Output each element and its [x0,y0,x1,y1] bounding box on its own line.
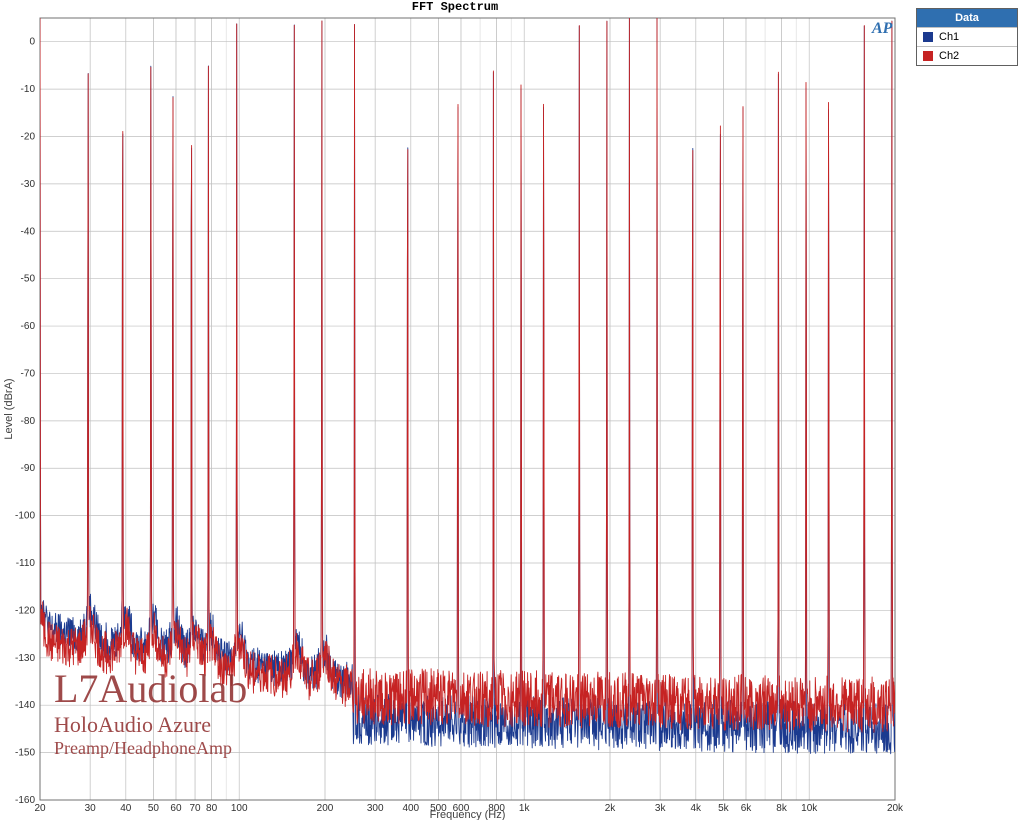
svg-text:70: 70 [189,803,201,814]
chart-title: FFT Spectrum [0,0,910,14]
legend-swatch [923,32,933,42]
svg-text:-150: -150 [15,748,35,759]
svg-text:8k: 8k [776,803,788,814]
svg-text:200: 200 [317,803,334,814]
svg-text:1k: 1k [519,803,531,814]
svg-text:-160: -160 [15,795,35,806]
svg-text:2k: 2k [605,803,617,814]
svg-text:20: 20 [34,803,46,814]
legend-item[interactable]: Ch1 [917,27,1017,46]
svg-text:-60: -60 [21,321,36,332]
svg-text:-10: -10 [21,84,36,95]
fft-chart-area: FFT Spectrum 203040506070801002003004005… [0,0,910,820]
svg-text:-80: -80 [21,416,36,427]
svg-text:10k: 10k [801,803,818,814]
fft-plot-svg: 203040506070801002003004005006008001k2k3… [0,0,910,820]
svg-text:400: 400 [402,803,419,814]
legend-swatch [923,51,933,61]
svg-text:6k: 6k [741,803,753,814]
svg-text:-140: -140 [15,700,35,711]
svg-text:0: 0 [29,37,35,48]
svg-text:60: 60 [170,803,182,814]
svg-text:50: 50 [148,803,160,814]
legend-label: Ch2 [939,50,959,62]
svg-text:5k: 5k [718,803,730,814]
svg-text:Frequency (Hz): Frequency (Hz) [430,809,506,820]
svg-text:4k: 4k [691,803,703,814]
svg-text:-50: -50 [21,274,36,285]
svg-text:-130: -130 [15,653,35,664]
svg-text:-30: -30 [21,179,36,190]
svg-text:80: 80 [206,803,218,814]
legend-item[interactable]: Ch2 [917,46,1017,65]
svg-text:-90: -90 [21,463,36,474]
svg-text:300: 300 [367,803,384,814]
svg-text:100: 100 [231,803,248,814]
svg-text:-110: -110 [16,558,36,569]
svg-text:-40: -40 [21,226,36,237]
svg-text:20k: 20k [887,803,904,814]
legend-header: Data [917,9,1017,27]
svg-text:-120: -120 [15,605,35,616]
svg-text:-70: -70 [21,368,36,379]
svg-text:-100: -100 [15,511,35,522]
svg-text:-20: -20 [21,131,36,142]
legend: Data Ch1 Ch2 [916,8,1018,66]
svg-text:40: 40 [120,803,132,814]
svg-text:3k: 3k [655,803,667,814]
legend-label: Ch1 [939,31,959,43]
ap-logo: AP [872,20,892,38]
svg-text:Level (dBrA): Level (dBrA) [3,378,15,439]
svg-text:30: 30 [85,803,97,814]
